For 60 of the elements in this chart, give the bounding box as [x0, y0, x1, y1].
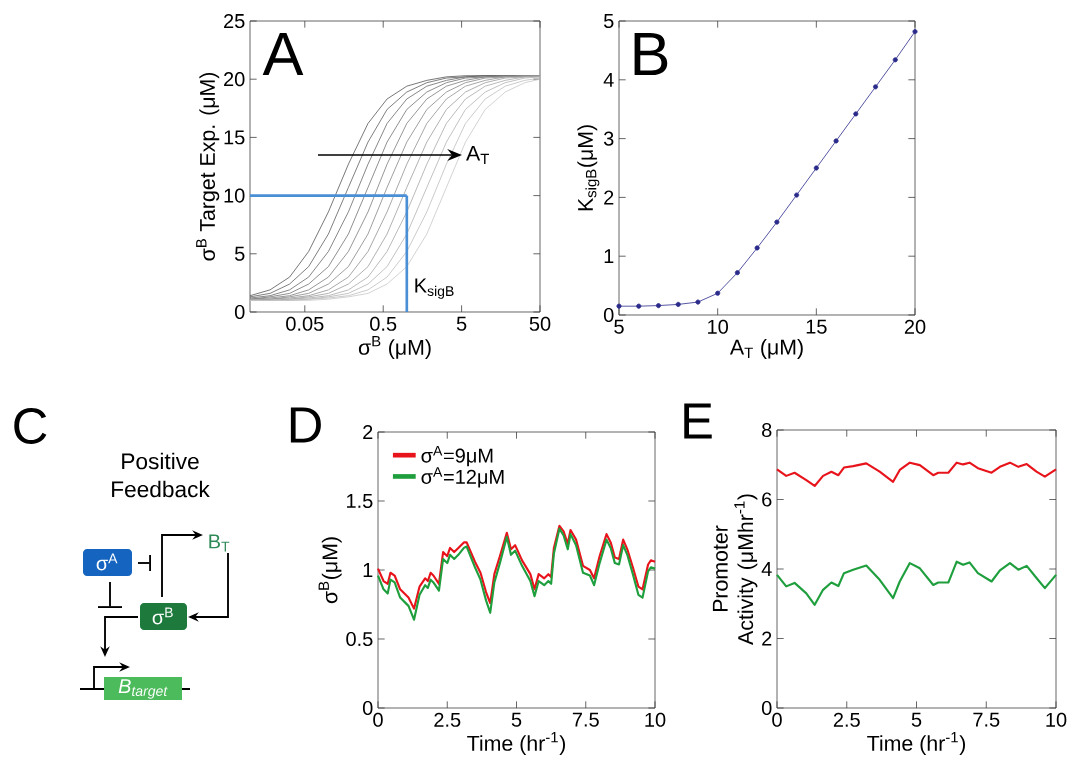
x-axis-title: Time (hr$^{-1}$)	[867, 732, 966, 756]
y-tick-label: 0	[234, 304, 245, 320]
x-tick-label: 0.05	[286, 316, 324, 331]
y-tick-label: 1	[604, 249, 614, 264]
y-tick-label: 0	[362, 700, 373, 716]
x-tick-label: 15	[806, 319, 827, 334]
x-axis-title: Time (hr$^{-1}$)	[467, 732, 566, 756]
x-tick-label: 20	[904, 319, 926, 334]
y-tick-label: 4	[603, 72, 614, 87]
y-tick-label: 5	[234, 246, 245, 261]
y-tick-label: 2	[762, 631, 772, 646]
x-tick-label: 5	[614, 319, 624, 334]
y-tick-label: 8	[762, 422, 772, 438]
text: B$_{T}$	[209, 534, 230, 552]
x-tick-label: 2.5	[833, 712, 860, 727]
x-tick-label: 0	[772, 712, 782, 727]
y-axis-title: K$_{sigB}$(μM)	[577, 125, 600, 211]
y-axis-title: σ$^{B}$ Target Exp. (μM)	[196, 72, 220, 261]
x-tick-label: 7.5	[973, 712, 1000, 727]
y-tick-label: 25	[224, 13, 245, 29]
y-axis-title: Promoter Activity (μMhr$^{-1}$)	[712, 494, 758, 645]
y-tick-label: 2	[363, 425, 373, 439]
x-tick-label: 10	[1046, 712, 1067, 727]
y-tick-label: 2	[604, 190, 614, 205]
y-tick-label: 10	[224, 188, 245, 203]
x-axis-title: A$_{T}$ (μM)	[729, 339, 803, 359]
legend-label: σ$^{A}$=9μM	[421, 445, 493, 467]
y-tick-label: 20	[224, 72, 245, 87]
y-tick-label: 1	[363, 563, 373, 577]
text: Positive Feedback	[112, 452, 210, 498]
y-tick-label: 0.5	[346, 631, 373, 647]
x-tick-label: 10	[645, 712, 666, 727]
y-tick-label: 5	[603, 14, 614, 28]
chart-title: A	[262, 32, 304, 76]
y-tick-label: 15	[224, 130, 245, 145]
x-tick-label: 5	[911, 712, 922, 727]
text: σ$^{A}$	[96, 553, 118, 571]
chart-title: B	[634, 32, 668, 76]
x-tick-label: 0	[373, 712, 383, 727]
x-tick-label: 2.5	[434, 712, 461, 727]
text: B$_{target}$	[118, 679, 168, 699]
y-tick-label: 6	[762, 492, 772, 507]
annotation: A$_{T}$	[466, 145, 490, 165]
text: σ$^{B}$	[152, 607, 173, 625]
chart-title: D	[290, 407, 321, 443]
x-tick-label: 5	[511, 712, 522, 727]
chart-title: E	[684, 403, 712, 439]
x-tick-label: 5	[456, 316, 467, 331]
x-tick-label: 7.5	[572, 712, 599, 727]
annotation: K$_{sigB}$	[415, 278, 454, 299]
x-tick-label: 50	[529, 316, 551, 331]
x-axis-title: σ$^{B}$ (μM)	[358, 336, 431, 360]
y-axis-title: σ$^{B}$(μM)	[318, 537, 342, 604]
y-tick-label: 4	[761, 562, 772, 576]
x-tick-label: 10	[708, 319, 728, 334]
y-tick-label: 0	[761, 700, 772, 716]
y-tick-label: 3	[603, 131, 614, 146]
legend-label: σ$^{A}$=12μM	[421, 467, 504, 488]
text: C	[14, 408, 47, 444]
y-tick-label: 1.5	[347, 494, 373, 508]
